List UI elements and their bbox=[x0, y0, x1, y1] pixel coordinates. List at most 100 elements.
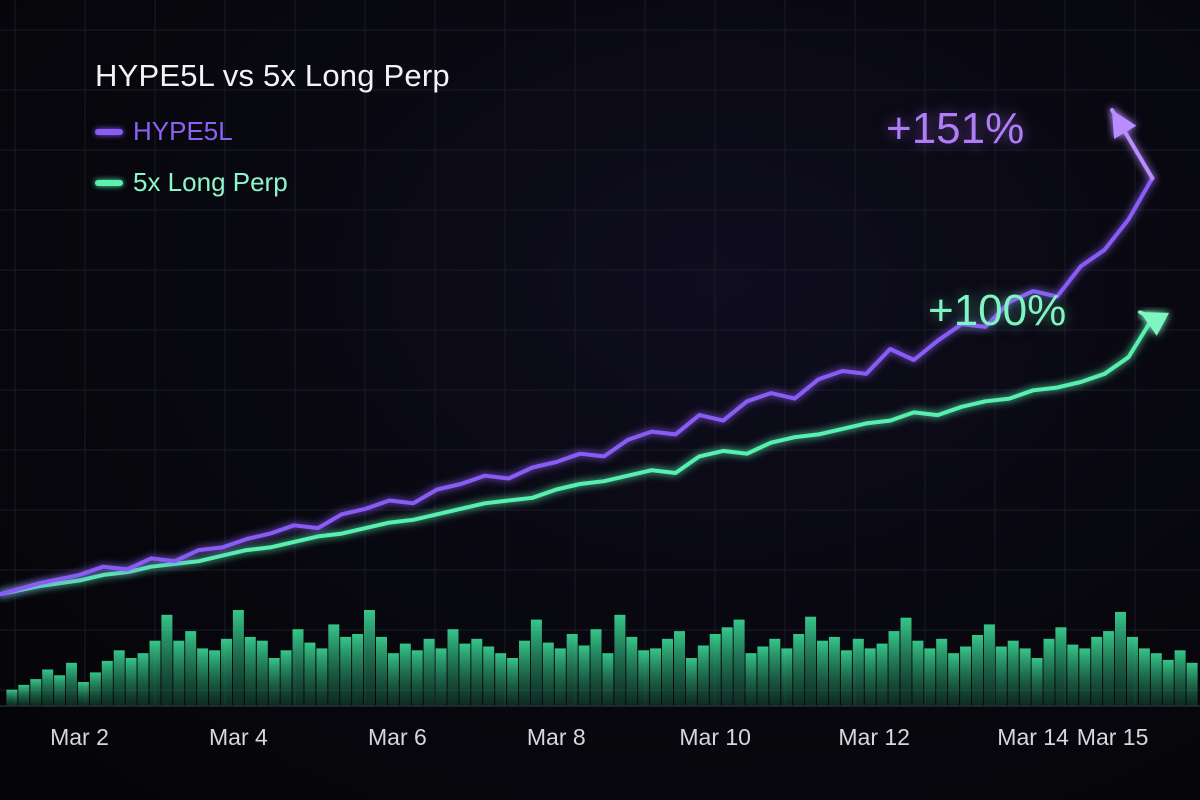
volume-bar bbox=[495, 653, 507, 706]
chart-title: HYPE5L vs 5x Long Perp bbox=[95, 58, 450, 93]
volume-bar bbox=[232, 610, 244, 706]
volume-bar bbox=[1103, 631, 1115, 706]
volume-bar bbox=[113, 650, 125, 706]
volume-bar bbox=[483, 646, 495, 706]
volume-bar bbox=[42, 669, 54, 706]
volume-bar bbox=[852, 638, 864, 706]
volume-bar bbox=[149, 640, 161, 706]
volume-bar bbox=[221, 638, 232, 706]
volume-bar bbox=[1127, 636, 1138, 706]
volume-bar bbox=[709, 634, 721, 706]
volume-bar bbox=[1174, 650, 1186, 706]
volume-bar bbox=[161, 614, 173, 706]
volume-bar bbox=[697, 645, 709, 706]
volume-bar bbox=[972, 635, 983, 706]
volume-bar bbox=[304, 642, 316, 706]
volume-bar bbox=[256, 640, 268, 706]
x-tick-label: Mar 12 bbox=[838, 724, 910, 750]
perp-return-label: +100% bbox=[928, 286, 1067, 335]
series-lines bbox=[0, 108, 1170, 597]
volume-bar bbox=[77, 682, 89, 706]
volume-bar bbox=[650, 648, 662, 706]
legend-label-5x-long-perp: 5x Long Perp bbox=[133, 167, 288, 197]
volume-bar bbox=[387, 653, 399, 706]
volume-bar bbox=[924, 648, 936, 706]
volume-bar bbox=[1162, 659, 1174, 706]
volume-bar bbox=[471, 638, 483, 706]
volume-bar bbox=[101, 660, 113, 706]
volume-bar bbox=[554, 648, 566, 706]
volume-bar bbox=[280, 650, 292, 706]
x-tick-label: Mar 6 bbox=[368, 724, 427, 750]
volume-bar bbox=[447, 629, 459, 706]
volume-bar bbox=[89, 672, 101, 706]
volume-bar bbox=[530, 619, 542, 706]
volume-bar bbox=[936, 638, 948, 706]
volume-bar bbox=[983, 624, 995, 706]
volume-bar bbox=[721, 627, 733, 706]
volume-bar bbox=[1138, 648, 1150, 706]
series-line-5x-long-perp bbox=[0, 316, 1155, 597]
legend-label-hype5l: HYPE5L bbox=[133, 116, 233, 146]
volume-bar bbox=[1043, 638, 1055, 706]
volume-bar bbox=[316, 648, 328, 706]
volume-bar bbox=[674, 631, 685, 706]
volume-bar bbox=[888, 631, 900, 706]
volume-bar bbox=[1091, 636, 1103, 706]
series-line-hype5l bbox=[0, 176, 1155, 597]
volume-bar bbox=[864, 648, 876, 706]
volume-bar bbox=[209, 650, 221, 706]
x-tick-label: Mar 15 bbox=[1077, 724, 1149, 750]
volume-bar bbox=[1079, 648, 1091, 706]
arrow-head-hype5l bbox=[1112, 110, 1137, 139]
legend-item-5x-long-perp: 5x Long Perp bbox=[95, 167, 288, 198]
volume-bar bbox=[1031, 658, 1043, 706]
volume-bar bbox=[185, 631, 197, 706]
x-axis-ticks: Mar 2 Mar 4 Mar 6 Mar 8 Mar 10 Mar 12 Mar 14 Ma… bbox=[50, 724, 1148, 750]
volume-bar bbox=[435, 648, 447, 706]
arrow-head-5x-long-perp bbox=[1140, 312, 1170, 336]
volume-bar bbox=[137, 653, 149, 706]
volume-bar bbox=[519, 640, 530, 706]
x-tick-label: Mar 2 bbox=[50, 724, 109, 750]
volume-bar bbox=[66, 662, 77, 706]
volume-bar bbox=[960, 646, 972, 706]
volume-bar bbox=[662, 638, 673, 706]
volume-bar bbox=[1007, 640, 1019, 706]
volume-bar bbox=[995, 646, 1007, 706]
volume-bar bbox=[1115, 611, 1126, 706]
x-tick-label: Mar 4 bbox=[209, 724, 268, 750]
volume-bar bbox=[626, 636, 638, 706]
volume-bar bbox=[912, 640, 924, 706]
volume-bar bbox=[54, 675, 66, 706]
volume-bar bbox=[542, 642, 554, 706]
volume-bar bbox=[876, 643, 888, 706]
volume-bar bbox=[745, 653, 757, 706]
volume-bar bbox=[1067, 644, 1079, 706]
volume-bar bbox=[268, 658, 280, 706]
volume-bar bbox=[828, 636, 840, 706]
volume-bar bbox=[1186, 662, 1198, 706]
legend-swatch-hype5l bbox=[95, 128, 123, 135]
volume-bar bbox=[399, 643, 411, 706]
volume-bar bbox=[1150, 653, 1162, 706]
volume-bar bbox=[948, 653, 960, 706]
volume-bar bbox=[733, 619, 745, 706]
volume-bar bbox=[638, 650, 650, 706]
volume-bar bbox=[292, 629, 304, 706]
volume-bar bbox=[423, 638, 435, 706]
x-tick-label: Mar 14 bbox=[997, 724, 1069, 750]
volume-bar bbox=[781, 648, 793, 706]
volume-bar bbox=[578, 645, 590, 706]
hype5l-return-label: +151% bbox=[886, 104, 1025, 153]
volume-bar bbox=[757, 646, 769, 706]
volume-bar bbox=[340, 636, 352, 706]
x-tick-label: Mar 8 bbox=[527, 724, 586, 750]
volume-bar bbox=[352, 634, 364, 706]
volume-bar bbox=[769, 638, 781, 706]
legend-swatch-5x-long-perp bbox=[95, 179, 123, 186]
volume-bar bbox=[840, 650, 852, 706]
volume-bar bbox=[1019, 648, 1031, 706]
volume-bar bbox=[197, 648, 209, 706]
